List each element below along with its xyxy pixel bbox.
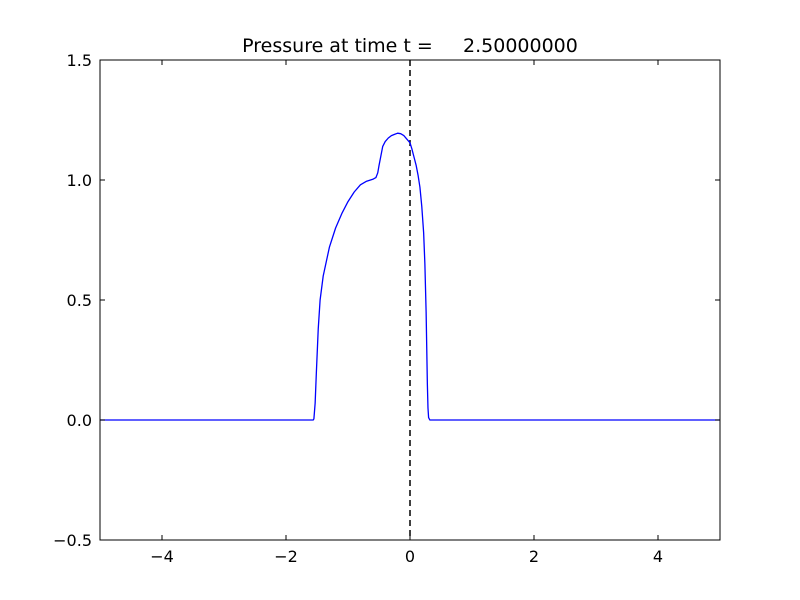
series-line-pressure [100,132,720,421]
y-tick-label: 0.5 [67,291,92,310]
x-tick-label: 2 [529,547,539,566]
x-tick-label: −2 [274,547,298,566]
y-tick-label: 1.5 [67,51,92,70]
plot-area [100,60,720,540]
chart-title: Pressure at time t = 2.50000000 [242,35,578,57]
x-tick-label: 4 [653,547,663,566]
x-tick-label: −4 [150,547,174,566]
y-tick-label: 0.0 [67,411,92,430]
x-tick-label: 0 [405,547,415,566]
y-tick-label: −0.5 [53,531,92,550]
y-axis-ticks: −0.5 0.0 0.5 1.0 1.5 [53,51,720,550]
x-axis-ticks: −4 −2 0 2 4 [150,60,663,566]
y-tick-label: 1.0 [67,171,92,190]
